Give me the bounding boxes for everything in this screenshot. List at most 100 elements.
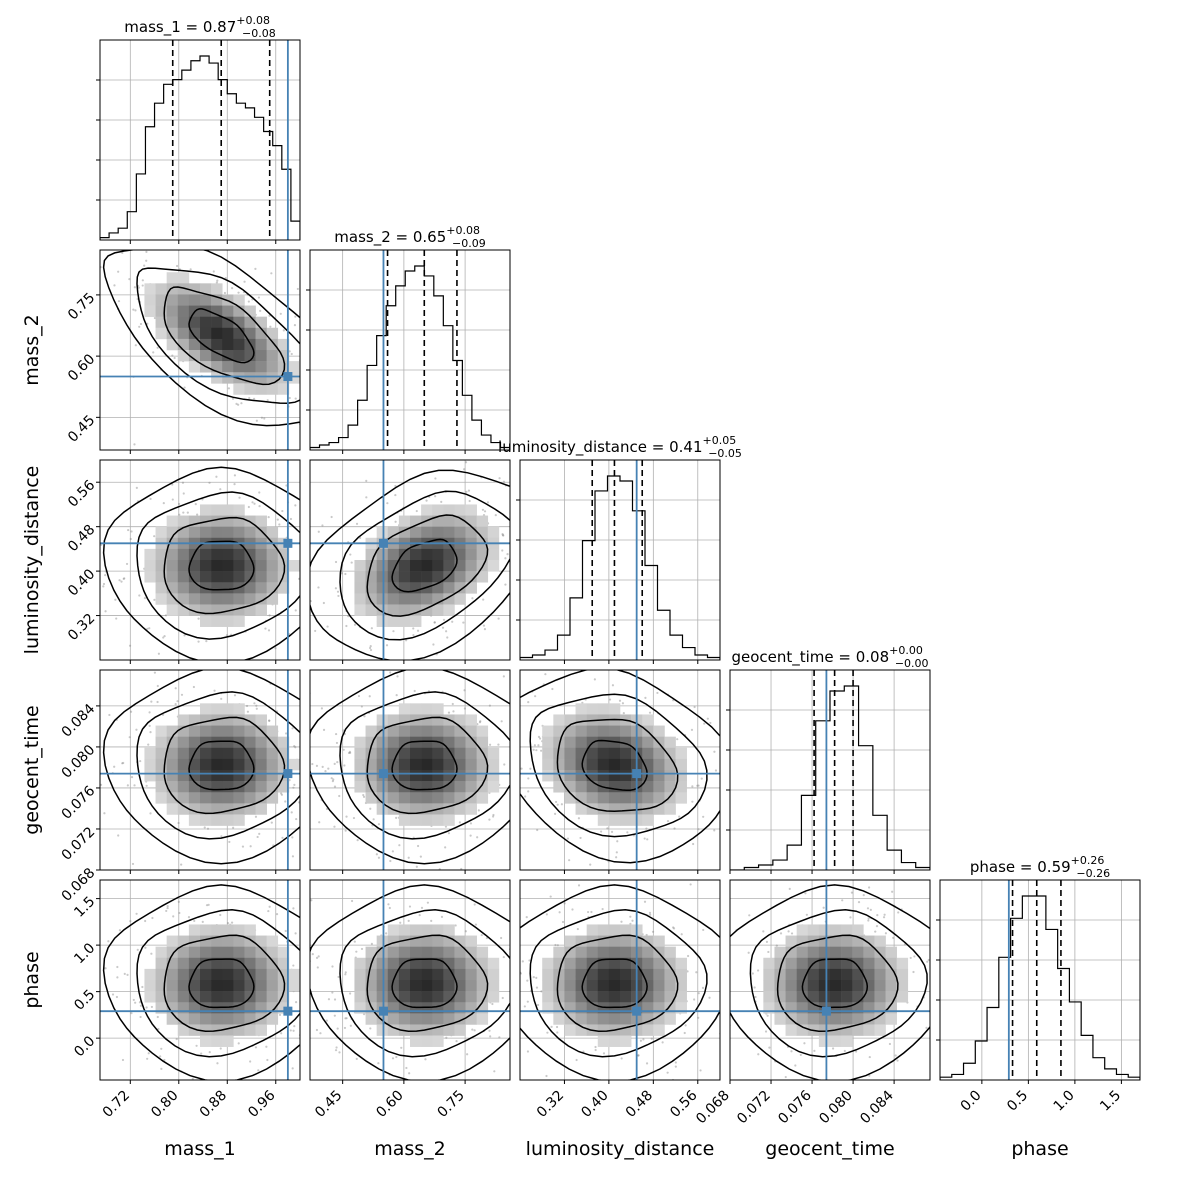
sample-point (312, 759, 314, 761)
density-cell (233, 571, 245, 583)
sample-point (695, 971, 698, 974)
density-cell (222, 515, 234, 527)
sample-point (117, 270, 120, 273)
density-cell (365, 946, 377, 959)
density-cell (465, 946, 477, 959)
density-cell (398, 615, 411, 627)
density-cell (398, 803, 411, 815)
contour-line (102, 250, 300, 427)
sample-point (525, 916, 528, 919)
sample-point (165, 909, 168, 913)
density-cell (608, 924, 621, 936)
sample-point (307, 676, 309, 678)
density-cell (664, 1013, 676, 1025)
contour-line (163, 716, 286, 815)
sample-point (201, 920, 204, 924)
sample-point (259, 309, 262, 312)
density-cell (553, 946, 565, 959)
density-cell (144, 991, 156, 1003)
density-cell (586, 803, 599, 815)
density-cell (266, 957, 279, 970)
density-cell (586, 792, 599, 804)
sample-point (237, 403, 240, 406)
sample-point (131, 862, 135, 866)
density-cell (244, 316, 256, 329)
density-cell (188, 515, 201, 527)
density-cell (387, 968, 400, 981)
contour-line (391, 958, 458, 1009)
density-cell (233, 991, 245, 1003)
density-cell (277, 361, 290, 373)
contour-line (776, 934, 899, 1032)
sample-point (392, 630, 395, 633)
sample-point (143, 597, 147, 600)
sample-point (356, 839, 359, 842)
sample-point (226, 921, 230, 925)
sample-point (560, 930, 562, 932)
density-cell (144, 968, 156, 981)
density-cell (233, 1002, 245, 1014)
sample-point (320, 415, 322, 417)
density-cell (244, 1024, 256, 1036)
density-cell (211, 770, 223, 782)
density-cell (774, 1013, 786, 1025)
density-cell (796, 957, 809, 970)
y-tick-label: 0.40 (65, 566, 98, 599)
sample-point (229, 1087, 231, 1089)
sample-point (386, 502, 389, 505)
sample-point (122, 577, 125, 580)
density-cell (188, 604, 201, 616)
sample-point (464, 461, 468, 464)
density-cell (796, 968, 809, 981)
density-cell (177, 526, 190, 539)
sample-point (350, 391, 352, 393)
density-cell (211, 957, 223, 970)
density-cell (675, 957, 687, 970)
density-cell (564, 714, 576, 726)
sample-point (496, 1101, 498, 1103)
density-cell (222, 991, 234, 1003)
sample-point (133, 784, 136, 787)
density-cell (387, 1002, 400, 1014)
sample-point (344, 1017, 347, 1020)
density-cell (885, 980, 897, 992)
density-cell (841, 1024, 853, 1036)
density-cell (675, 747, 687, 760)
density-cell (244, 781, 256, 793)
sample-point (268, 614, 271, 617)
density-cell (553, 758, 565, 771)
sample-point (377, 823, 381, 826)
sample-point (872, 857, 874, 859)
sample-point (428, 1112, 430, 1114)
sample-point (139, 759, 142, 763)
histogram-geocent_time (730, 685, 930, 870)
density-cell (653, 725, 665, 737)
sample-point (554, 800, 558, 804)
density-cell (365, 758, 377, 771)
sample-point (360, 705, 363, 708)
density-cell (454, 935, 466, 947)
sample-point (790, 932, 794, 935)
density-cell (177, 560, 190, 572)
x-tick-label: 0.96 (245, 1087, 278, 1120)
sample-point (76, 225, 78, 227)
density-cell (653, 1013, 665, 1025)
density-cell (642, 1002, 654, 1014)
density-cell (575, 1024, 587, 1036)
sample-point (868, 1074, 871, 1077)
density-cell (465, 770, 477, 782)
density-cell (608, 703, 621, 715)
density-cell (354, 604, 366, 616)
density-cell (398, 560, 411, 572)
density-cell (620, 792, 632, 804)
sample-point (305, 622, 307, 624)
sample-point (357, 694, 361, 698)
title-mass_2: mass_2 = 0.65+0.08 −0.09 (334, 224, 485, 250)
density-cell (222, 703, 234, 715)
density-cell (155, 1002, 167, 1014)
sample-point (134, 344, 137, 347)
sample-point (882, 916, 886, 919)
sample-point (540, 510, 542, 512)
sample-point (303, 965, 305, 967)
sample-point (976, 1042, 978, 1044)
